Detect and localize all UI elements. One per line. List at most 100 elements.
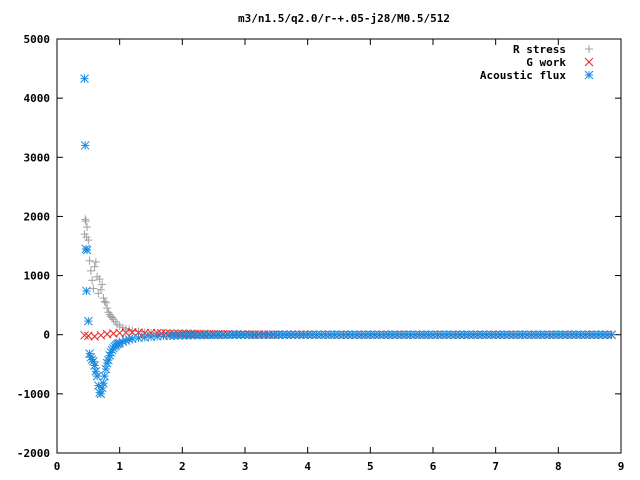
data-point [240, 330, 250, 340]
data-point [365, 330, 375, 340]
data-point [92, 371, 102, 381]
legend-label: R stress [513, 43, 566, 56]
data-point [103, 304, 112, 313]
data-point [80, 330, 89, 340]
data-point [99, 294, 108, 303]
data-marks [80, 74, 616, 399]
data-point [442, 330, 451, 340]
data-point [85, 256, 94, 265]
data-point [80, 74, 89, 83]
data-point [95, 275, 104, 284]
data-point [294, 330, 304, 340]
data-point [334, 330, 344, 340]
data-point [101, 298, 110, 307]
data-point [98, 280, 107, 289]
data-point [374, 330, 384, 340]
data-point [96, 389, 106, 399]
x-tick-label: 5 [367, 460, 374, 473]
y-tick-label: -2000 [17, 447, 50, 460]
y-tick-label: 3000 [24, 151, 51, 164]
data-point [553, 330, 563, 340]
data-point [249, 330, 258, 340]
data-point [108, 313, 117, 322]
data-point [491, 330, 501, 340]
data-point [90, 361, 99, 370]
data-point [82, 286, 91, 296]
data-point [464, 330, 474, 340]
legend-label: G work [526, 56, 566, 69]
y-tick-label: 1000 [24, 270, 51, 283]
x-tick-label: 3 [242, 460, 249, 473]
y-tick-label: 5000 [24, 33, 51, 46]
data-point [607, 330, 616, 340]
data-point [589, 330, 599, 340]
data-point [598, 330, 608, 340]
data-point [410, 330, 420, 340]
x-tick-label: 4 [304, 460, 311, 473]
data-point [290, 330, 300, 340]
series-2 [80, 74, 616, 399]
data-point [80, 141, 90, 150]
data-point [140, 328, 150, 338]
data-point [81, 215, 90, 224]
data-point [299, 330, 308, 340]
data-point [468, 330, 478, 340]
data-point [459, 330, 469, 340]
data-point [96, 285, 105, 294]
data-point [83, 316, 93, 326]
data-point [84, 236, 93, 245]
y-tick-label: 2000 [24, 210, 51, 223]
y-tick-label: 4000 [24, 92, 51, 105]
data-point [446, 330, 456, 340]
plot-frame [56, 38, 622, 454]
data-point [88, 276, 97, 285]
data-point [269, 330, 279, 340]
data-point [101, 364, 111, 374]
data-point [513, 330, 523, 340]
data-point [397, 330, 407, 340]
y-tick-label: 0 [43, 329, 50, 342]
data-point [86, 266, 95, 275]
legend-label: Acoustic flux [480, 69, 566, 82]
data-point [83, 223, 92, 232]
legend-marker [585, 45, 593, 53]
axis-ticks: 0 1 2 3 4 5 6 7 8 9 -2000 -1000 0 1000 2000 3000 4000 500… [17, 33, 624, 473]
data-point [307, 330, 317, 340]
data-point [321, 330, 330, 340]
x-tick-label: 1 [116, 460, 123, 473]
x-tick-label: 7 [492, 460, 499, 473]
data-point [536, 330, 545, 340]
x-tick-label: 8 [555, 460, 562, 473]
data-point [81, 217, 90, 226]
y-tick-label: -1000 [17, 388, 50, 401]
data-point [558, 330, 568, 340]
data-point [99, 378, 108, 388]
x-tick-label: 9 [618, 460, 625, 473]
data-point [406, 330, 415, 340]
data-point [257, 330, 267, 340]
x-tick-label: 0 [54, 460, 61, 473]
legend-marker [584, 70, 594, 80]
data-point [165, 331, 175, 341]
data-point [100, 371, 109, 381]
data-point [89, 284, 98, 293]
data-point [602, 330, 612, 340]
data-point [127, 334, 137, 344]
data-point [540, 330, 550, 340]
series-0 [80, 215, 616, 339]
data-point [128, 326, 137, 335]
data-point [253, 330, 262, 340]
data-point [90, 262, 99, 271]
data-point [361, 330, 371, 340]
data-point [82, 245, 92, 255]
data-point [330, 330, 339, 340]
data-point [100, 297, 109, 306]
data-point [278, 330, 287, 340]
data-point [173, 331, 183, 340]
x-tick-label: 2 [179, 460, 186, 473]
chart-title: m3/n1.5/q2.0/r-+.05-j28/M0.5/512 [238, 12, 450, 25]
legend-marker [584, 57, 594, 67]
data-point [486, 330, 496, 340]
